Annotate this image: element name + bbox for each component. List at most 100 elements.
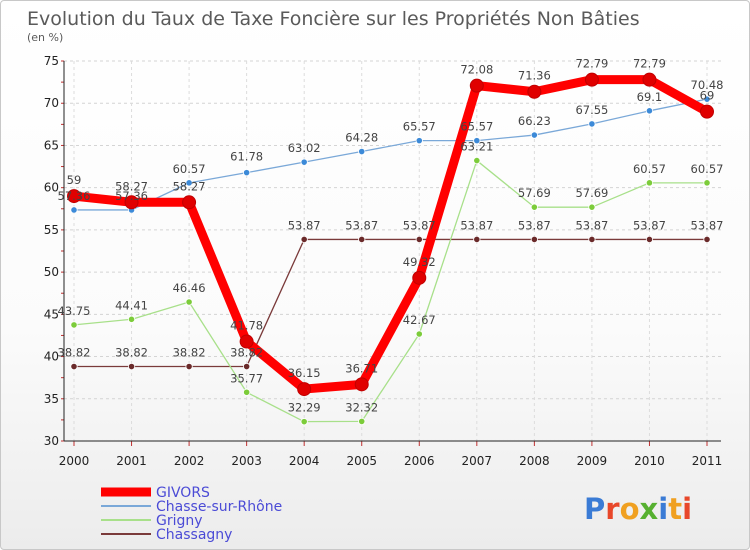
legend-label-2: Grigny [156, 513, 203, 529]
data-point [645, 107, 654, 115]
data-point [243, 169, 251, 177]
logo-letter: i [682, 492, 692, 526]
y-tick-label: 70 [44, 96, 59, 110]
logo-letter: r [605, 492, 620, 526]
data-label: 72.08 [460, 63, 493, 77]
data-point [700, 104, 714, 119]
data-label: 43.75 [58, 304, 91, 318]
data-label: 53.87 [575, 218, 608, 232]
data-label: 32.29 [288, 401, 321, 415]
data-label: 38.82 [58, 346, 91, 360]
x-tick-label: 2000 [59, 454, 90, 468]
data-point [67, 189, 81, 204]
data-point [185, 179, 193, 187]
y-tick-label: 75 [44, 54, 59, 68]
data-label: 53.87 [691, 218, 724, 232]
data-point [185, 298, 193, 306]
y-tick-label: 50 [44, 265, 59, 279]
data-label: 57.36 [115, 189, 148, 203]
data-label: 60.57 [173, 162, 206, 176]
data-point [527, 84, 542, 99]
data-point [239, 334, 254, 349]
data-label: 53.87 [345, 218, 378, 232]
y-tick-label: 65 [44, 138, 59, 152]
data-label: 36.15 [288, 366, 321, 380]
data-point [300, 158, 308, 166]
logo-text: Proxiti [584, 492, 692, 526]
data-label: 59 [67, 173, 82, 187]
data-label: 69.1 [637, 90, 663, 104]
data-point [473, 137, 481, 145]
y-tick-label: 40 [44, 350, 59, 364]
y-tick-label: 35 [44, 392, 59, 406]
data-label: 53.87 [288, 218, 321, 232]
data-point [300, 235, 308, 244]
data-point [473, 235, 481, 244]
logo-letter: P [584, 492, 605, 526]
data-label: 53.87 [403, 218, 436, 232]
data-label: 69 [700, 89, 715, 103]
data-point [703, 235, 711, 244]
data-label: 38.82 [230, 346, 263, 360]
x-tick-label: 2007 [462, 454, 493, 468]
data-label: 41.78 [230, 319, 263, 333]
data-point [182, 195, 197, 210]
data-label: 57.36 [58, 189, 91, 203]
data-point [185, 362, 193, 371]
data-point [588, 203, 596, 211]
legend-label-3: Chassagny [156, 527, 232, 543]
series-layer [67, 72, 714, 426]
data-label: 65.57 [460, 120, 493, 134]
y-tick-label: 60 [44, 181, 59, 195]
x-tick-label: 2003 [231, 454, 262, 468]
data-point [530, 203, 538, 211]
data-label: 44.41 [115, 298, 148, 312]
chart-title: Evolution du Taux de Taxe Foncière sur l… [27, 8, 640, 30]
data-point [588, 235, 596, 244]
data-label: 35.77 [230, 371, 263, 385]
data-label: 65.57 [403, 120, 436, 134]
data-label: 63.21 [460, 140, 493, 154]
data-point [358, 147, 366, 156]
data-point [300, 418, 308, 426]
data-label: 49.32 [403, 255, 436, 269]
data-point [588, 120, 596, 128]
data-label: 53.87 [460, 218, 493, 232]
data-point [127, 362, 136, 371]
data-label: 61.78 [230, 150, 263, 164]
logo-letter: t [668, 492, 682, 526]
data-label: 38.82 [173, 346, 206, 360]
data-label: 46.46 [173, 281, 206, 295]
data-point [358, 235, 366, 244]
data-label: 32.32 [345, 400, 378, 414]
data-label: 36.71 [345, 361, 378, 375]
y-tick-label: 55 [44, 223, 59, 237]
x-tick-label: 2010 [634, 454, 665, 468]
data-point [469, 78, 484, 93]
data-point [243, 388, 251, 396]
data-point [473, 156, 481, 165]
data-point [70, 321, 78, 329]
data-point [415, 330, 423, 338]
logo-letter: i [658, 492, 668, 526]
data-point [354, 377, 369, 392]
data-label: 70.48 [691, 78, 724, 92]
y-tick-label: 30 [44, 434, 59, 448]
x-tick-label: 2002 [174, 454, 205, 468]
data-point [645, 235, 654, 244]
chart-unit-label: (en %) [27, 31, 63, 44]
data-label: 60.57 [691, 162, 724, 176]
y-tick-label: 45 [44, 307, 59, 321]
logo-letter: o [620, 492, 640, 526]
data-point [412, 270, 427, 285]
x-tick-label: 2004 [289, 454, 320, 468]
data-point [703, 95, 711, 103]
series-line-3 [73, 238, 708, 368]
data-point [584, 72, 599, 87]
x-tick-label: 2009 [577, 454, 608, 468]
data-label: 60.57 [633, 162, 666, 176]
data-label: 67.55 [575, 103, 608, 117]
data-labels: 38.82 38.82 38.82 38.82 53.87 53.87 53.87 53.87… [58, 57, 724, 415]
